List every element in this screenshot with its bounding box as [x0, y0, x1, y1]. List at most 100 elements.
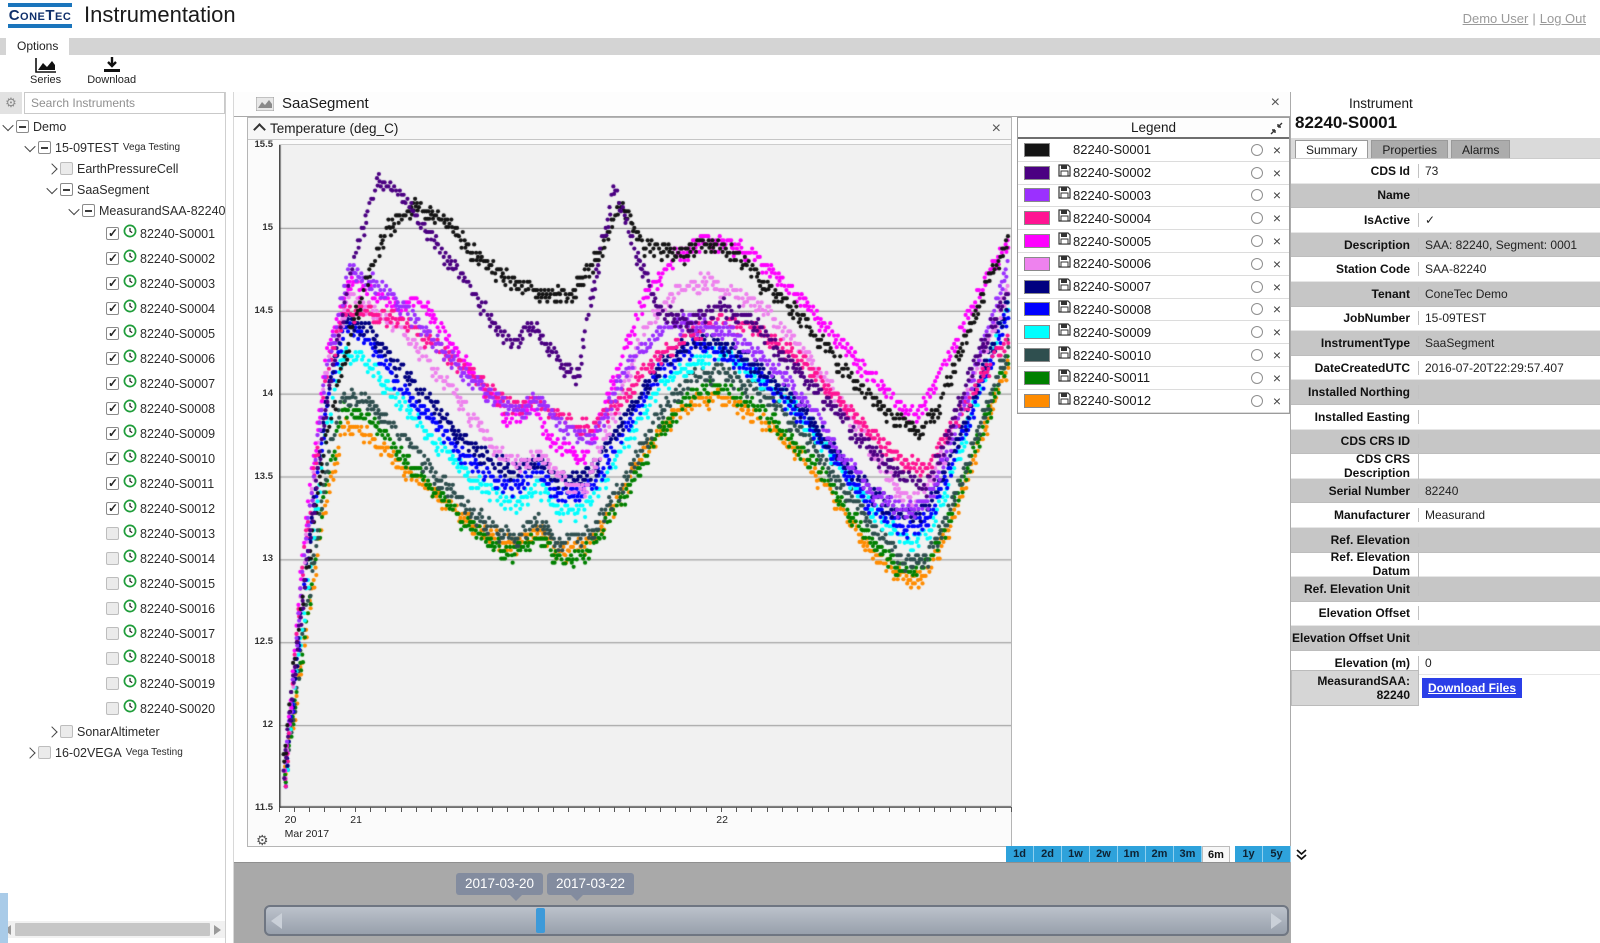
slider-left-arrow-icon[interactable]: [271, 913, 282, 929]
tree-checkbox[interactable]: [106, 652, 119, 665]
series-color-swatch[interactable]: [1024, 302, 1050, 317]
close-temperature-icon[interactable]: ×: [991, 120, 1001, 137]
series-radio-button[interactable]: [1250, 143, 1263, 156]
legend-item-82240-s0008[interactable]: 82240-S0008 ×: [1018, 298, 1289, 322]
series-radio-button[interactable]: [1250, 394, 1263, 407]
series-color-swatch[interactable]: [1024, 211, 1050, 226]
tree-checkbox[interactable]: [106, 426, 119, 440]
tree-checkbox[interactable]: [38, 746, 51, 759]
legend-item-82240-s0011[interactable]: 82240-S0011 ×: [1018, 366, 1289, 390]
remove-series-icon[interactable]: ×: [1272, 347, 1281, 364]
tree-checkbox[interactable]: [106, 552, 119, 565]
range-button-3m[interactable]: 3m: [1174, 846, 1202, 862]
save-series-icon[interactable]: [1058, 323, 1071, 341]
series-radio-button[interactable]: [1250, 280, 1263, 293]
save-series-icon[interactable]: [1058, 209, 1071, 227]
tree-item-saasegment[interactable]: SaaSegment: [0, 179, 225, 200]
legend-item-82240-s0006[interactable]: 82240-S0006 ×: [1018, 252, 1289, 276]
tree-checkbox[interactable]: [82, 204, 95, 217]
series-button[interactable]: Series: [26, 55, 65, 88]
tree-item-earthpressurecell[interactable]: EarthPressureCell: [0, 158, 225, 179]
tree-checkbox[interactable]: [106, 677, 119, 690]
series-color-swatch[interactable]: [1024, 188, 1050, 203]
tree-item-measurandsaa-82240[interactable]: MeasurandSAA-82240: [0, 200, 225, 221]
remove-series-icon[interactable]: ×: [1272, 392, 1281, 409]
legend-item-82240-s0007[interactable]: 82240-S0007 ×: [1018, 275, 1289, 299]
tree-checkbox[interactable]: [106, 351, 119, 365]
legend-item-82240-s0010[interactable]: 82240-S0010 ×: [1018, 344, 1289, 367]
legend-item-82240-s0005[interactable]: 82240-S0005 ×: [1018, 230, 1289, 253]
legend-collapse-icon[interactable]: [1270, 122, 1283, 135]
download-files-button[interactable]: Download Files: [1422, 678, 1523, 699]
download-button[interactable]: Download: [83, 55, 140, 88]
series-radio-button[interactable]: [1250, 189, 1263, 202]
slider-handle[interactable]: [536, 908, 545, 933]
tab-summary[interactable]: Summary: [1295, 140, 1369, 158]
tree-item-sonaraltimeter[interactable]: SonarAltimeter: [0, 721, 225, 742]
range-button-2d[interactable]: 2d: [1034, 846, 1062, 862]
series-color-swatch[interactable]: [1024, 234, 1050, 249]
tree-item-82240-s0012[interactable]: 82240-S0012: [0, 496, 225, 521]
tree-checkbox[interactable]: [106, 451, 119, 465]
tree-item-demo[interactable]: Demo: [0, 116, 225, 137]
tree-checkbox[interactable]: [60, 725, 73, 738]
tree-checkbox[interactable]: [106, 301, 119, 315]
remove-series-icon[interactable]: ×: [1272, 255, 1281, 272]
tree-item-82240-s0002[interactable]: 82240-S0002: [0, 246, 225, 271]
series-radio-button[interactable]: [1250, 349, 1263, 362]
time-range-slider[interactable]: [264, 905, 1289, 936]
chevron-down-icon[interactable]: [46, 182, 58, 194]
legend-item-82240-s0012[interactable]: 82240-S0012 ×: [1018, 389, 1289, 413]
slider-right-arrow-icon[interactable]: [1271, 913, 1282, 929]
tree-item-82240-s0010[interactable]: 82240-S0010: [0, 446, 225, 471]
legend-item-82240-s0002[interactable]: 82240-S0002 ×: [1018, 161, 1289, 185]
tree-horizontal-scrollbar[interactable]: [0, 921, 225, 938]
collapse-chevron-icon[interactable]: [253, 123, 266, 136]
series-color-swatch[interactable]: [1024, 142, 1050, 157]
legend-item-82240-s0003[interactable]: 82240-S0003 ×: [1018, 184, 1289, 208]
chevron-right-icon[interactable]: [46, 725, 58, 738]
remove-series-icon[interactable]: ×: [1272, 210, 1281, 227]
user-link[interactable]: Demo User: [1462, 11, 1529, 26]
chevron-right-icon[interactable]: [24, 746, 36, 759]
tree-checkbox[interactable]: [16, 120, 29, 133]
series-color-swatch[interactable]: [1024, 370, 1050, 385]
tree-checkbox[interactable]: [60, 162, 73, 175]
tree-checkbox[interactable]: [106, 376, 119, 390]
tree-checkbox[interactable]: [106, 226, 119, 240]
tree-item-82240-s0003[interactable]: 82240-S0003: [0, 271, 225, 296]
remove-series-icon[interactable]: ×: [1272, 369, 1281, 386]
remove-series-icon[interactable]: ×: [1272, 324, 1281, 341]
range-button-1y[interactable]: 1y: [1235, 846, 1263, 862]
tree-item-82240-s0016[interactable]: 82240-S0016: [0, 596, 225, 621]
search-settings-gear-icon[interactable]: ⚙: [0, 92, 22, 114]
tree-checkbox[interactable]: [106, 602, 119, 615]
vertical-scrollbar-stub[interactable]: [0, 893, 8, 943]
tree-item-82240-s0011[interactable]: 82240-S0011: [0, 471, 225, 496]
tree-checkbox[interactable]: [106, 527, 119, 540]
tab-alarms[interactable]: Alarms: [1451, 140, 1511, 158]
tree-checkbox[interactable]: [106, 276, 119, 290]
save-series-icon[interactable]: [1058, 300, 1071, 318]
chevron-down-icon[interactable]: [2, 119, 14, 131]
tree-checkbox[interactable]: [106, 702, 119, 715]
tree-item-82240-s0004[interactable]: 82240-S0004: [0, 296, 225, 321]
range-button-1w[interactable]: 1w: [1062, 846, 1090, 862]
series-radio-button[interactable]: [1250, 371, 1263, 384]
tree-item-82240-s0018[interactable]: 82240-S0018: [0, 646, 225, 671]
save-series-icon[interactable]: [1058, 369, 1071, 387]
series-color-swatch[interactable]: [1024, 348, 1050, 363]
tree-checkbox[interactable]: [106, 501, 119, 515]
tree-item-82240-s0013[interactable]: 82240-S0013: [0, 521, 225, 546]
tree-item-82240-s0008[interactable]: 82240-S0008: [0, 396, 225, 421]
save-series-icon[interactable]: [1058, 278, 1071, 296]
remove-series-icon[interactable]: ×: [1272, 164, 1281, 181]
tree-checkbox[interactable]: [38, 141, 51, 154]
tree-item-82240-s0009[interactable]: 82240-S0009: [0, 421, 225, 446]
chevron-down-icon[interactable]: [24, 140, 36, 152]
scroll-right-arrow-icon[interactable]: [214, 924, 221, 935]
range-button-6m[interactable]: 6m: [1202, 846, 1230, 862]
series-color-swatch[interactable]: [1024, 279, 1050, 294]
save-series-icon[interactable]: [1058, 255, 1071, 273]
range-button-2w[interactable]: 2w: [1090, 846, 1118, 862]
